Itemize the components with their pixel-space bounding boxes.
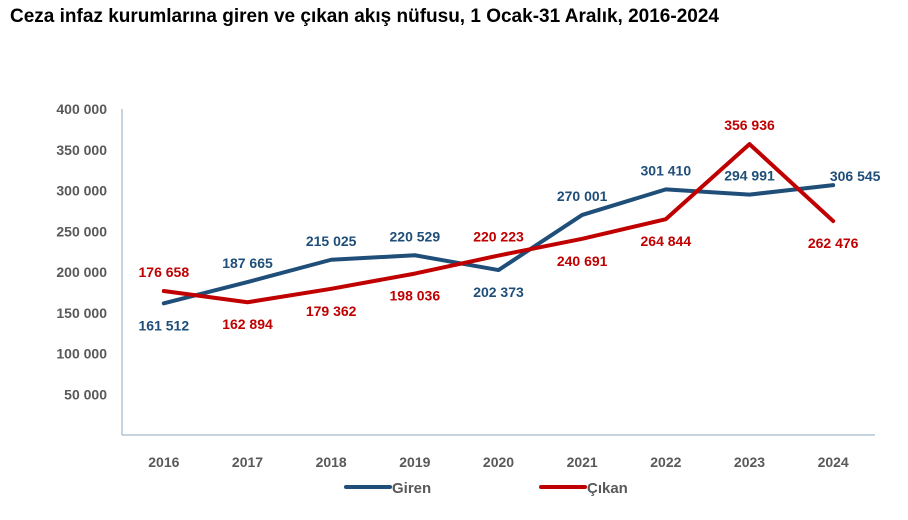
y-tick-label: 350 000 (56, 142, 107, 158)
y-tick-label: 50 000 (64, 386, 107, 402)
x-tick-label: 2017 (232, 454, 263, 470)
y-tick-label: 300 000 (56, 183, 107, 199)
data-label: 220 223 (473, 229, 524, 245)
data-label: 187 665 (222, 255, 273, 271)
y-tick-label: 250 000 (56, 223, 107, 239)
legend-label: Giren (392, 480, 431, 497)
x-tick-label: 2023 (734, 454, 765, 470)
series-line-cikan (161, 142, 836, 305)
x-tick-label: 2022 (650, 454, 681, 470)
x-tick-label: 2024 (818, 454, 849, 470)
series-lines (161, 142, 836, 306)
series-line-giren (161, 183, 836, 306)
data-label: 198 036 (390, 288, 441, 304)
data-label: 202 373 (473, 284, 524, 300)
data-label: 301 410 (641, 162, 692, 178)
data-label: 264 844 (641, 233, 692, 249)
y-tick-label: 200 000 (56, 264, 107, 280)
legend: Giren Çıkan (344, 480, 628, 497)
y-axis-ticks: 400 000 350 000 300 000 250 000 200 000 150 0… (56, 101, 107, 402)
chart-title: Ceza infaz kurumlarına giren ve çıkan ak… (10, 6, 719, 27)
data-label: 220 529 (390, 228, 441, 244)
data-label: 162 894 (222, 316, 273, 332)
x-tick-label: 2021 (567, 454, 598, 470)
data-label: 270 001 (557, 188, 608, 204)
x-tick-label: 2016 (148, 454, 179, 470)
data-labels: 161 512 187 665 215 025 220 529 202 373 270 0… (139, 117, 881, 333)
data-label: 240 691 (557, 253, 608, 269)
data-label: 306 545 (830, 168, 881, 184)
x-tick-label: 2020 (483, 454, 514, 470)
data-label: 176 658 (139, 264, 190, 280)
data-label: 294 991 (724, 168, 775, 184)
data-label: 179 362 (306, 303, 357, 319)
x-axis-ticks: 2016 2017 2018 2019 2020 2021 2022 2023 2024 (148, 454, 849, 470)
axes (121, 109, 875, 436)
y-tick-label: 150 000 (56, 305, 107, 321)
x-tick-label: 2019 (399, 454, 430, 470)
data-label: 262 476 (808, 235, 859, 251)
data-label: 356 936 (724, 117, 775, 133)
legend-label: Çıkan (587, 480, 628, 497)
y-tick-label: 400 000 (56, 101, 107, 117)
y-tick-label: 100 000 (56, 346, 107, 362)
data-label: 161 512 (139, 317, 190, 333)
x-tick-label: 2018 (316, 454, 347, 470)
data-label: 215 025 (306, 233, 357, 249)
